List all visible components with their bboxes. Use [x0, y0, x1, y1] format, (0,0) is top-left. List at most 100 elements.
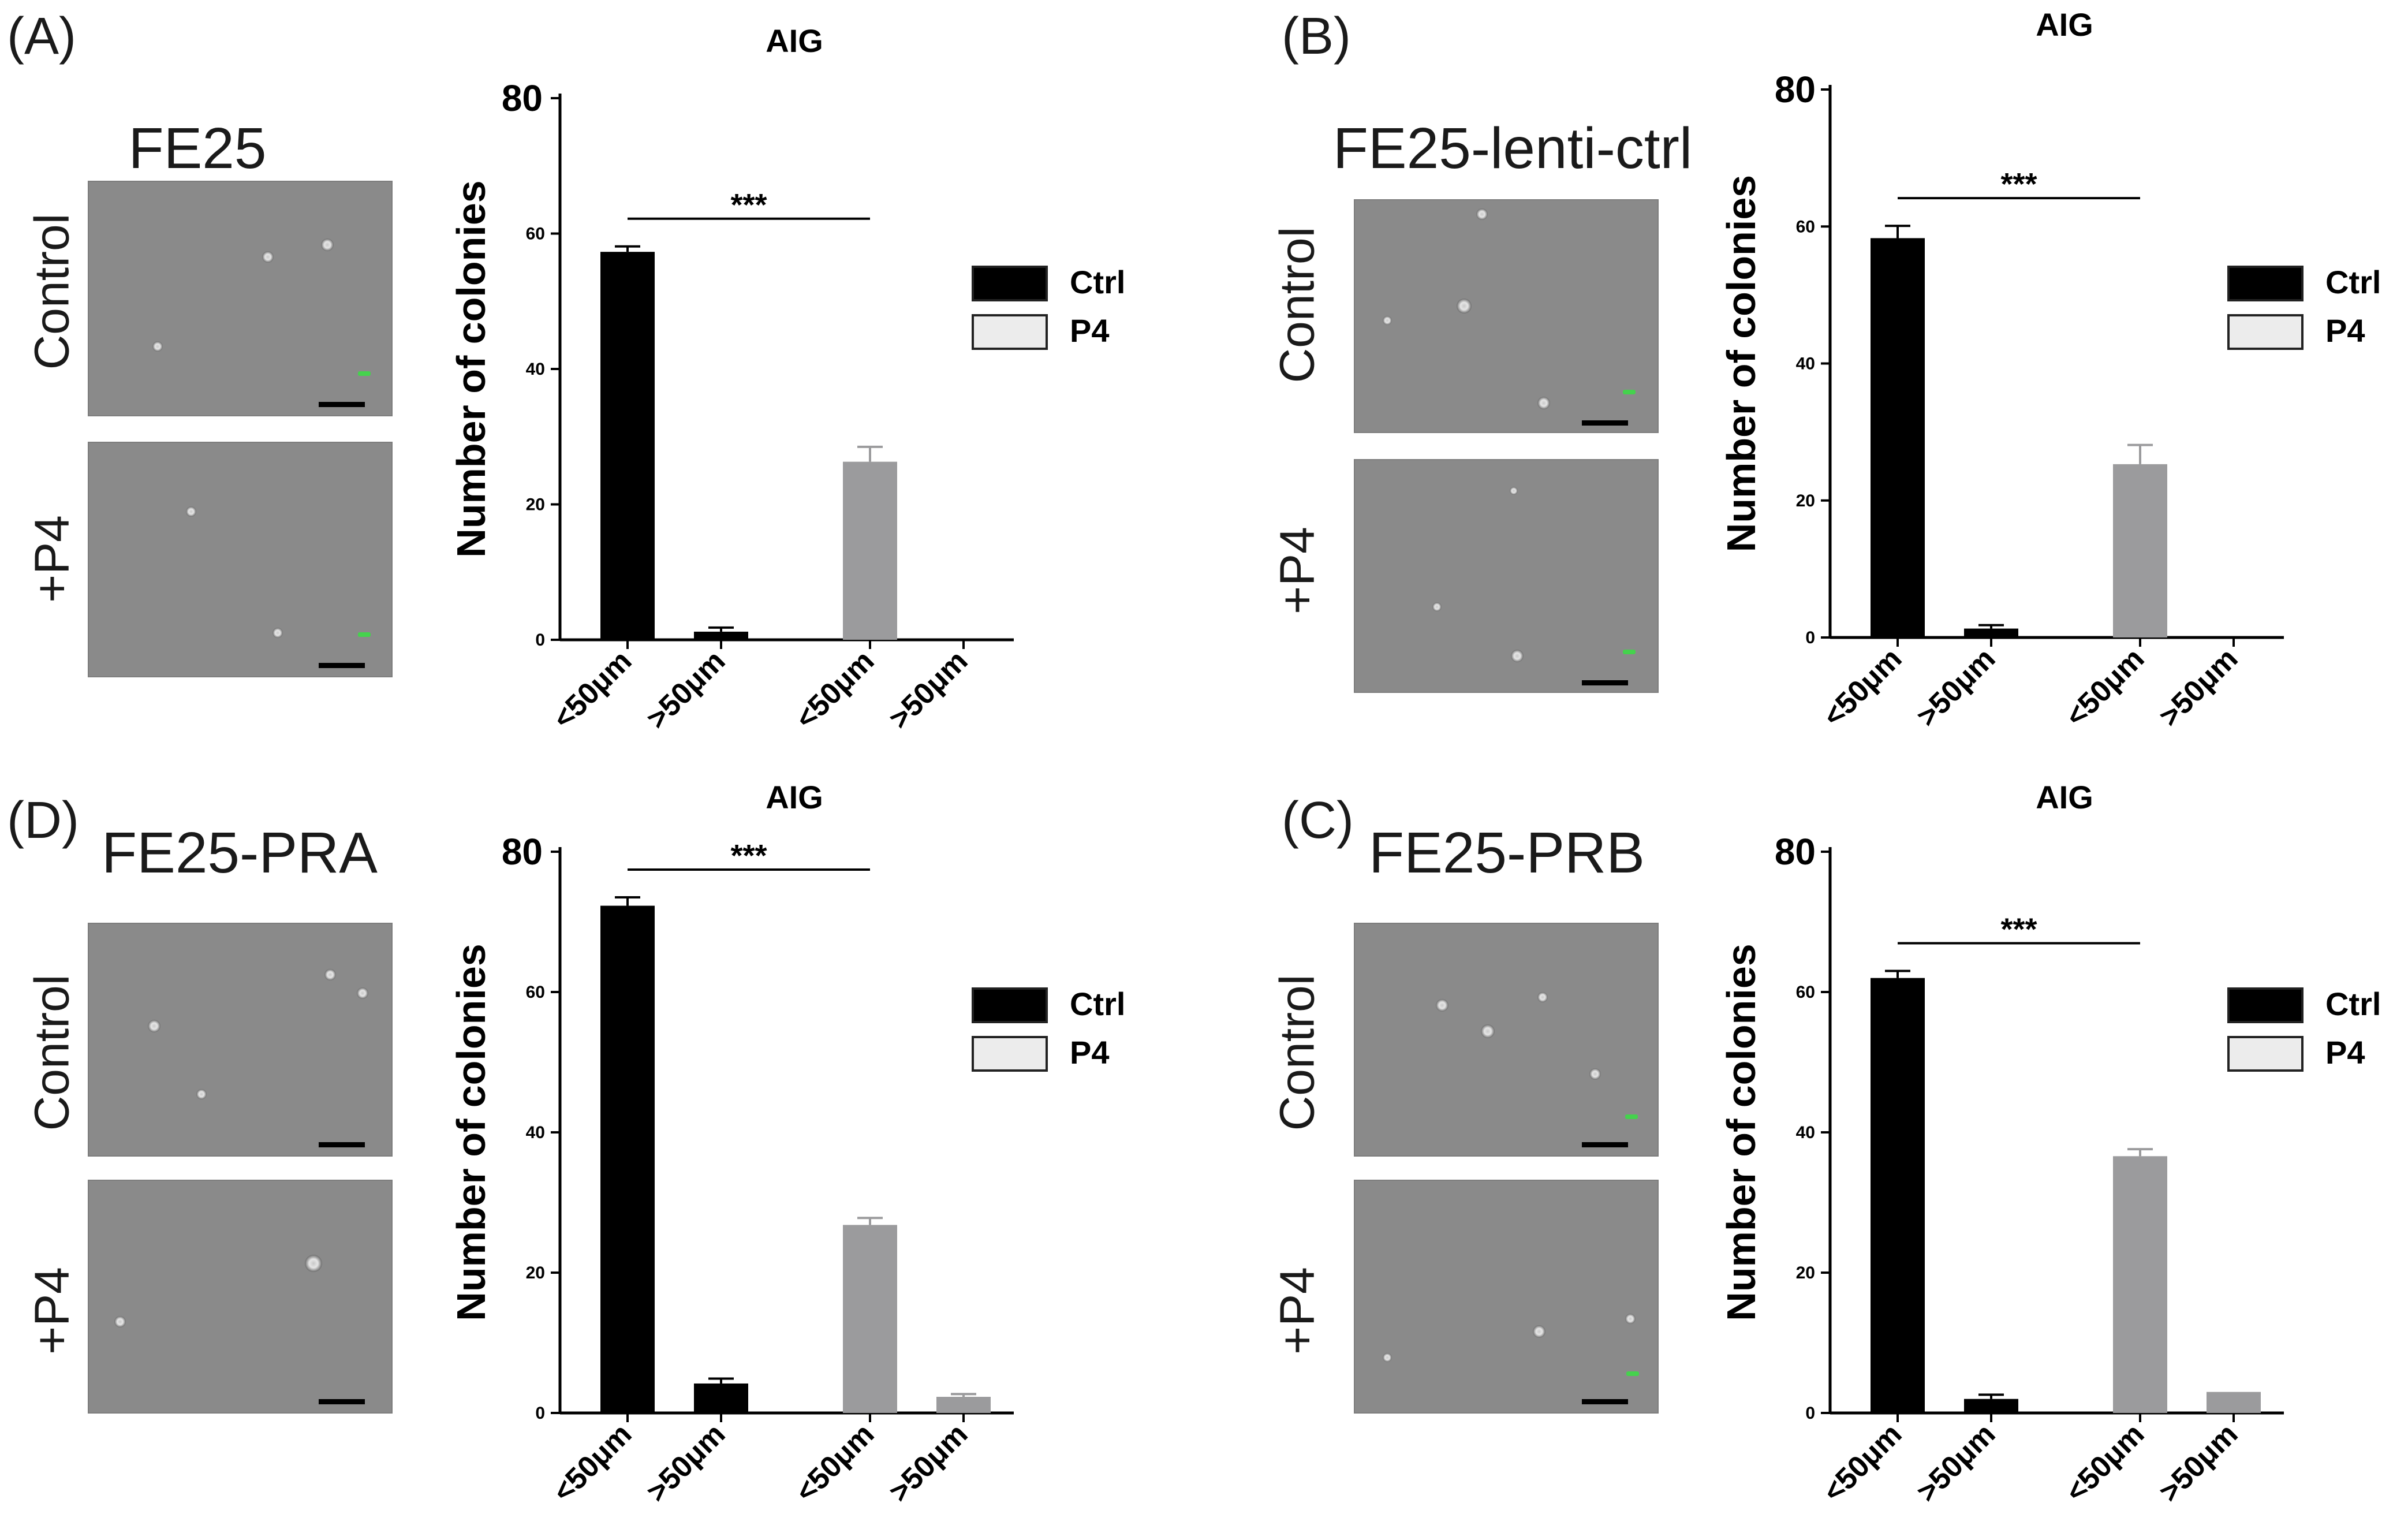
figure-panel-b: (B) FE25-lenti-ctrl Control +P4 AIG 0 20 40… [1270, 0, 2408, 766]
x-tick-label: <50μm [547, 644, 639, 736]
legend-label: P4 [1070, 312, 1110, 349]
cell-line-title: FE25-lenti-ctrl [1332, 116, 1693, 181]
x-tick-label: >50μm [2153, 642, 2245, 733]
y-tick-label: 0 [1805, 1404, 1815, 1423]
colony [1511, 650, 1524, 662]
micrograph-p4 [1354, 1180, 1659, 1414]
micrograph-p4 [1354, 459, 1659, 693]
x-tick-label: <50μm [2059, 642, 2151, 733]
bar [843, 461, 897, 640]
scale-bar [1582, 1399, 1628, 1404]
cell-line-title: FE25-PRB [1369, 821, 1645, 885]
significance-label: *** [2000, 167, 2037, 202]
scale-bar [1582, 1142, 1628, 1147]
colony [1457, 299, 1472, 314]
panel-letter: (D) [7, 792, 79, 849]
legend-swatch [972, 266, 1048, 301]
micrograph-control [88, 181, 393, 416]
legend-swatch [2227, 314, 2304, 350]
y-tick-label: 80 [1775, 69, 1816, 110]
x-tick-label: >50μm [640, 644, 732, 736]
chart-title: AIG [766, 779, 823, 815]
scale-bar [319, 663, 365, 668]
y-tick-label: 40 [1796, 1123, 1815, 1142]
bar [694, 1383, 748, 1413]
x-tick-label: >50μm [2153, 1417, 2245, 1509]
colony [1537, 397, 1550, 409]
x-tick-label: <50μm [789, 644, 881, 736]
colony [1481, 1024, 1495, 1038]
legend-label: Ctrl [1070, 264, 1125, 300]
cell-line-title: FE25 [128, 116, 267, 181]
scale-label [358, 632, 371, 637]
y-axis-label: Number of colonies [1719, 944, 1764, 1321]
y-tick-label: 80 [1775, 831, 1816, 872]
micrograph-p4 [88, 442, 393, 677]
y-tick-label: 80 [502, 831, 543, 872]
significance-label: *** [2000, 912, 2037, 947]
scale-label [1623, 650, 1636, 654]
colony [324, 969, 336, 980]
x-tick-label: <50μm [547, 1417, 639, 1509]
y-axis-label: Number of colonies [449, 180, 494, 557]
legend-label: P4 [2325, 1034, 2365, 1071]
legend-label: P4 [2325, 312, 2365, 349]
legend-swatch [972, 987, 1048, 1023]
colony [321, 238, 334, 251]
colony [1383, 316, 1392, 325]
y-tick-label: 0 [535, 1404, 545, 1423]
colony [186, 506, 196, 517]
y-tick-label: 0 [1805, 628, 1815, 647]
legend-label: P4 [1070, 1034, 1110, 1071]
x-tick-label: >50μm [640, 1417, 732, 1509]
x-tick-label: >50μm [1910, 642, 2002, 733]
scale-label [1623, 390, 1636, 394]
bar [2113, 1156, 2167, 1413]
micrograph-control [1354, 199, 1659, 433]
chart-title: AIG [2036, 6, 2093, 43]
colony [1589, 1068, 1601, 1080]
colony [1476, 208, 1488, 220]
significance-label: *** [730, 188, 767, 222]
colony [305, 1255, 322, 1272]
x-tick-label: >50μm [1910, 1417, 2002, 1509]
y-tick-label: 40 [1796, 355, 1815, 374]
colony [1436, 999, 1448, 1012]
x-tick-label: <50μm [789, 1417, 881, 1509]
y-tick-label: 40 [526, 360, 545, 379]
y-tick-label: 20 [1796, 491, 1815, 510]
bar [694, 631, 748, 640]
bar [2113, 464, 2167, 637]
cell-line-title: FE25-PRA [102, 821, 378, 885]
x-tick-label: <50μm [2059, 1417, 2151, 1509]
y-tick-label: 20 [1796, 1263, 1815, 1282]
bar [600, 252, 655, 640]
colony [262, 251, 274, 263]
scale-bar [1582, 680, 1628, 685]
y-axis-label: Number of colonies [449, 944, 494, 1321]
colony [196, 1089, 207, 1099]
y-tick-label: 40 [526, 1123, 545, 1142]
chart-title: AIG [2036, 779, 2093, 815]
scale-label [1625, 1114, 1638, 1119]
micrograph-control [1354, 923, 1659, 1157]
legend-swatch [2227, 1036, 2304, 1072]
chart-title: AIG [766, 23, 823, 59]
panel-letter: (A) [7, 8, 76, 65]
bar [2207, 1392, 2261, 1413]
x-tick-label: >50μm [883, 1417, 975, 1509]
colony [272, 628, 283, 638]
colony [1383, 1353, 1392, 1362]
scale-bar [1582, 420, 1628, 426]
legend-label: Ctrl [1070, 986, 1125, 1022]
y-tick-label: 60 [1796, 983, 1815, 1002]
legend-swatch [972, 314, 1048, 350]
bar [1871, 978, 1925, 1413]
figure-panel-c: (C) FE25-PRB Control +P4 AIG 0 20 40 60 80 Num… [1270, 774, 2408, 1540]
figure-panel-a: (A) FE25 Control +P4 AIG 0 20 40 60 80 Number … [0, 0, 1204, 766]
colony [1537, 992, 1548, 1002]
panel-letter: (B) [1282, 8, 1351, 65]
x-tick-label: <50μm [1817, 1417, 1909, 1509]
